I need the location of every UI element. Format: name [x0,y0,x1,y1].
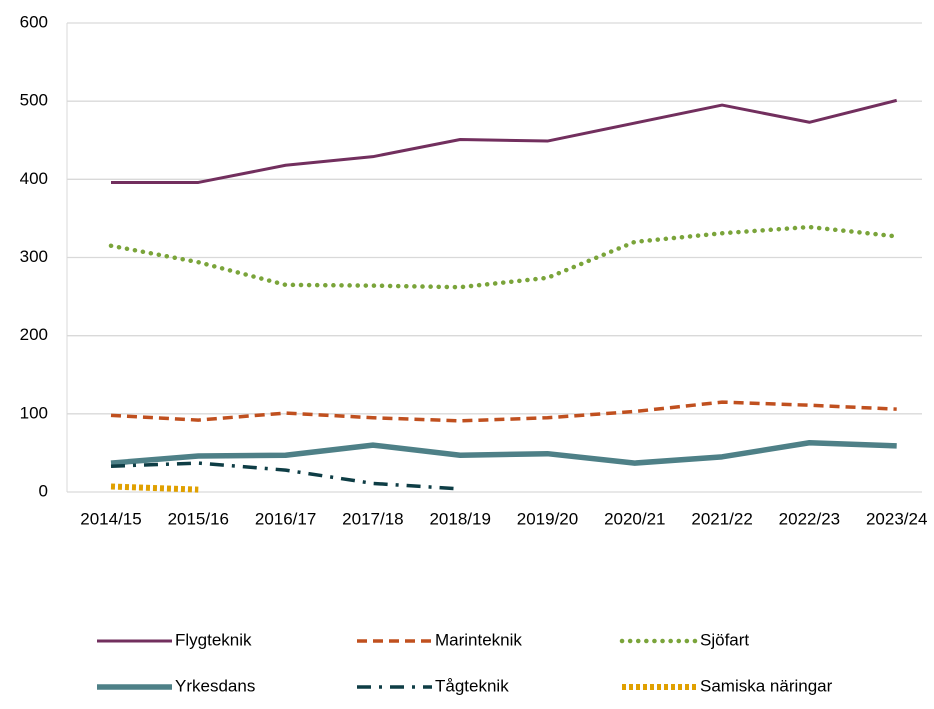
legend-label: Sjöfart [700,630,749,649]
legend-label: Yrkesdans [175,676,255,695]
legend-label: Marinteknik [435,630,522,649]
y-tick-label: 0 [39,481,48,500]
series-line [108,224,899,290]
x-tick-label: 2017/18 [342,509,403,528]
x-tick-label: 2015/16 [168,509,229,528]
y-tick-label: 100 [20,403,48,422]
series-line [110,461,461,491]
legend-label: Flygteknik [175,630,252,649]
x-tick-label: 2021/22 [691,509,752,528]
y-tick-label: 300 [20,247,48,266]
y-tick-label: 200 [20,325,48,344]
series-line [110,483,199,493]
series-line [110,400,897,423]
x-tick-label: 2019/20 [517,509,578,528]
legend-label: Tågteknik [435,676,509,695]
y-tick-label: 600 [20,12,48,31]
legend-label: Samiska näringar [700,676,833,695]
x-tick-label: 2016/17 [255,509,316,528]
y-tick-label: 500 [20,91,48,110]
x-tick-label: 2020/21 [604,509,665,528]
series-line [110,440,897,466]
x-tick-label: 2018/19 [429,509,490,528]
series-line [111,98,898,184]
x-tick-label: 2014/15 [80,509,141,528]
x-tick-label: 2023/24 [866,509,927,528]
y-tick-label: 400 [20,169,48,188]
x-tick-label: 2022/23 [779,509,840,528]
